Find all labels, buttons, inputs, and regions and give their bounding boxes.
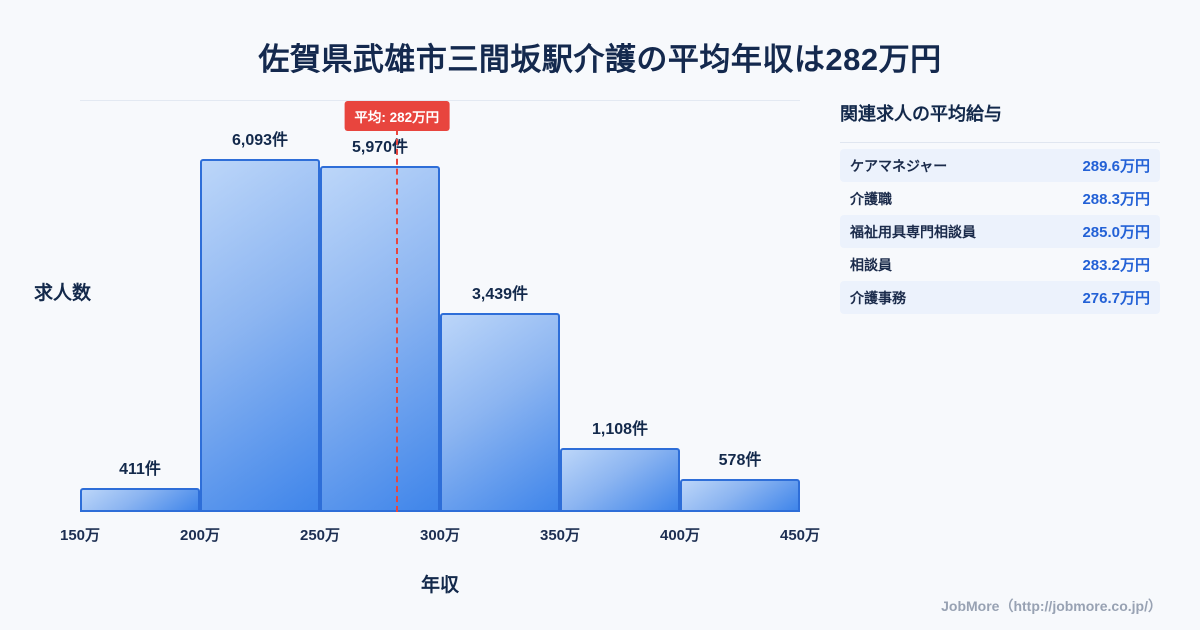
x-tick-label: 400万: [659, 527, 701, 544]
bar-value-label: 1,108件: [591, 421, 649, 438]
x-tick-label: 450万: [779, 527, 821, 544]
related-jobs-table: ケアマネジャー 289.6万円介護職 288.3万円福祉用具専門相談員 285.0万円…: [840, 149, 1160, 314]
job-title: 福祉用具専門相談員: [850, 223, 976, 240]
histogram-bar: [440, 313, 560, 512]
average-line: [395, 129, 398, 512]
y-axis-label: 求人数: [34, 283, 92, 304]
average-badge: 平均: 282万円: [344, 101, 450, 131]
related-job-row: ケアマネジャー 289.6万円: [840, 149, 1160, 182]
bar-value-label: 411件: [119, 461, 161, 478]
related-job-row: 相談員 283.2万円: [840, 248, 1160, 281]
bar-value-label: 5,970件: [351, 139, 409, 156]
histogram-bar: [680, 479, 800, 512]
related-jobs-panel: 関連求人の平均給与 ケアマネジャー 289.6万円介護職 288.3万円福祉用具専門…: [840, 100, 1160, 314]
job-salary: 283.2万円: [1082, 257, 1150, 274]
x-tick-label: 150万: [59, 527, 101, 544]
job-salary: 288.3万円: [1082, 191, 1150, 208]
x-axis-label: 年収: [420, 575, 459, 596]
panel-heading: 関連求人の平均給与: [840, 100, 1160, 143]
bar-value-label: 578件: [718, 452, 762, 469]
job-salary: 276.7万円: [1082, 290, 1150, 307]
job-title: 相談員: [850, 256, 892, 273]
bar-value-label: 6,093件: [231, 132, 289, 149]
salary-histogram-plot-area: 411件 6,093件 5,970件 3,439件 1,108件 578件 150万 200万…: [60, 100, 820, 544]
related-job-row: 介護事務 276.7万円: [840, 281, 1160, 314]
page-title: 佐賀県武雄市三間坂駅介護の平均年収は282万円: [258, 42, 942, 77]
x-tick-label: 350万: [539, 527, 581, 544]
related-job-row: 福祉用具専門相談員 285.0万円: [840, 215, 1160, 248]
job-salary: 285.0万円: [1082, 224, 1150, 241]
related-job-row: 介護職 288.3万円: [840, 182, 1160, 215]
job-salary: 289.6万円: [1082, 158, 1150, 175]
x-tick-label: 200万: [179, 527, 221, 544]
x-tick-label: 250万: [299, 527, 341, 544]
bar-value-label: 3,439件: [471, 286, 529, 303]
job-title: ケアマネジャー: [850, 157, 948, 174]
job-title: 介護職: [850, 190, 892, 207]
footer-credit: JobMore（http://jobmore.co.jp/）: [941, 598, 1162, 614]
histogram-bar: [320, 166, 440, 512]
job-title: 介護事務: [850, 289, 906, 306]
x-tick-label: 300万: [419, 527, 461, 544]
histogram-bar: [80, 488, 200, 512]
histogram-bar: [200, 159, 320, 512]
histogram-bar: [560, 448, 680, 512]
